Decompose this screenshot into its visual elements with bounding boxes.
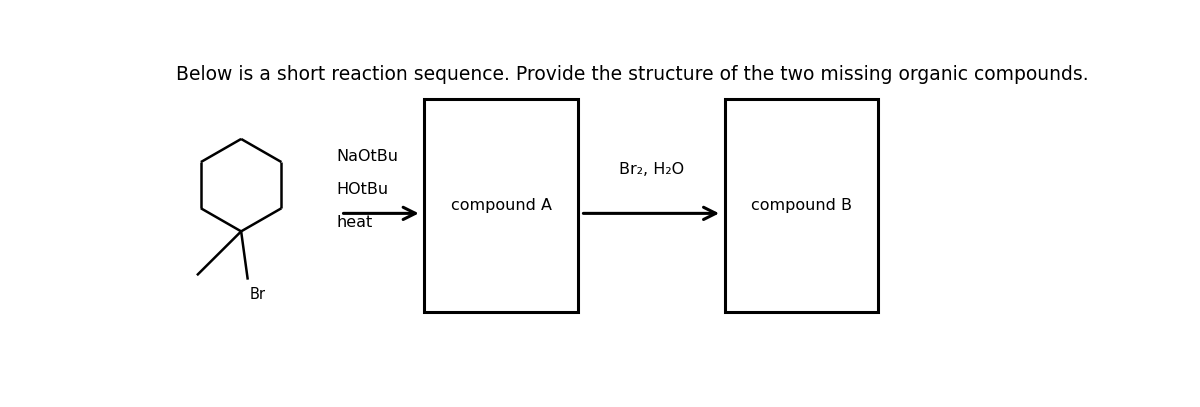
Text: Br: Br (250, 287, 265, 302)
Text: compound B: compound B (751, 198, 852, 213)
Text: HOtBu: HOtBu (336, 182, 388, 197)
Text: heat: heat (336, 215, 372, 230)
Text: compound A: compound A (450, 198, 552, 213)
Bar (725, 99, 878, 312)
Bar (425, 99, 578, 312)
Text: Br₂, H₂O: Br₂, H₂O (619, 162, 684, 177)
Text: Below is a short reaction sequence. Provide the structure of the two missing org: Below is a short reaction sequence. Prov… (176, 64, 1088, 83)
Text: NaOtBu: NaOtBu (336, 149, 398, 164)
